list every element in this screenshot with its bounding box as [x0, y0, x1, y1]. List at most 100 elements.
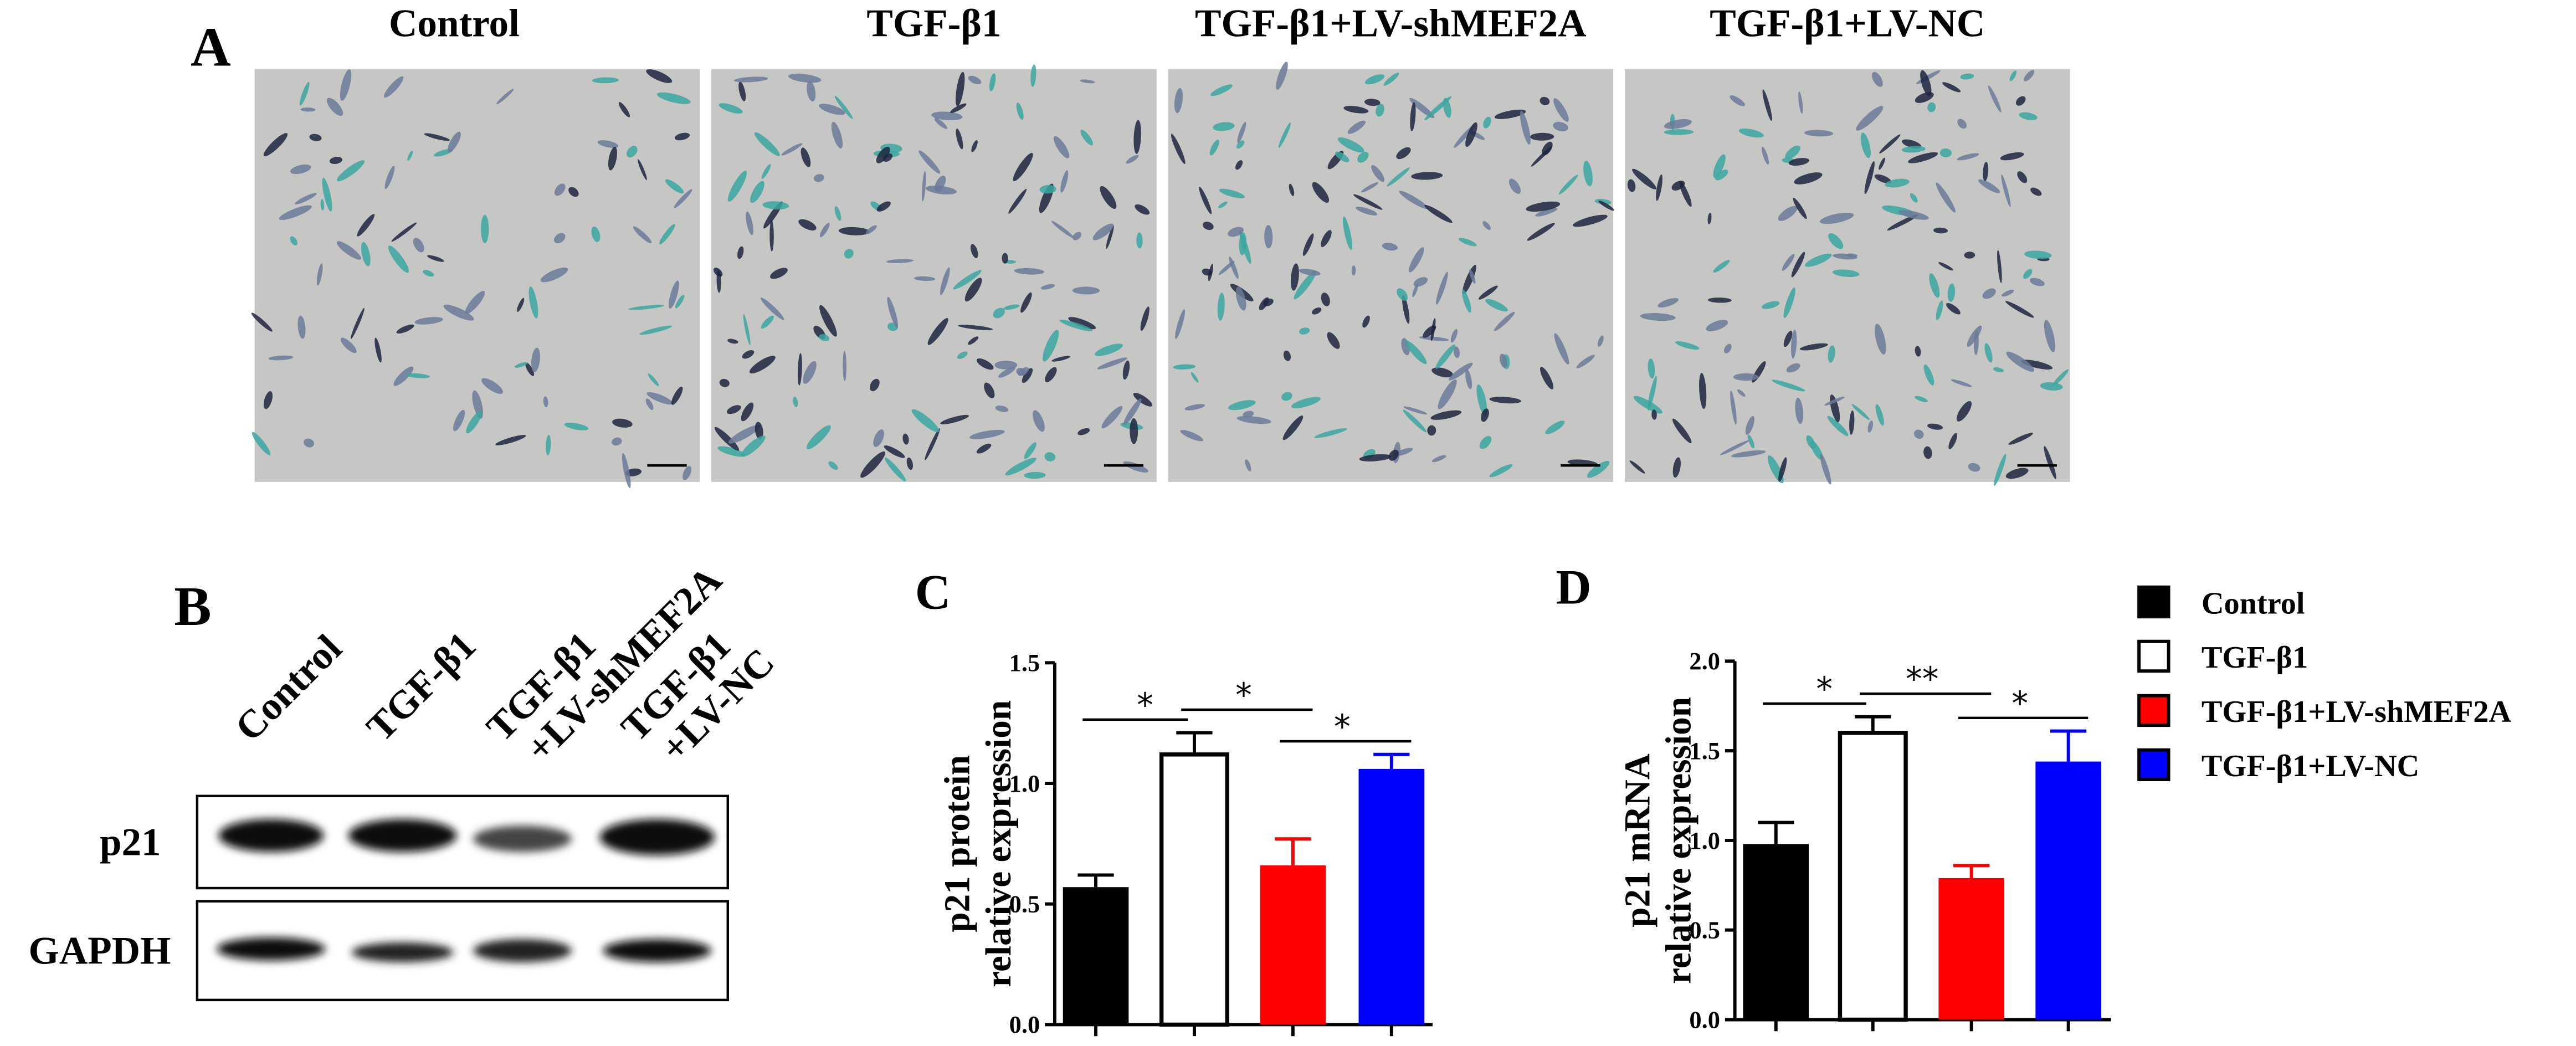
cell: [618, 102, 630, 117]
panel-label: C: [915, 565, 951, 619]
cell: [2005, 301, 2034, 318]
cell: [1494, 109, 1526, 119]
panel-label: B: [174, 575, 211, 637]
cell: [887, 296, 898, 328]
cell: [1276, 61, 1288, 90]
cell: [1707, 298, 1732, 303]
cell: [1672, 418, 1692, 443]
cell: [1008, 188, 1027, 214]
cell: [1059, 320, 1093, 332]
cell: [741, 435, 766, 457]
bar: [1743, 844, 1809, 1020]
cell: [940, 414, 969, 424]
cell: [1730, 95, 1745, 106]
cell: [1675, 341, 1700, 350]
cell: [1101, 406, 1123, 429]
cell: [726, 405, 741, 414]
cell: [2017, 171, 2028, 183]
cell: [290, 164, 311, 175]
row-label: GAPDH: [29, 930, 171, 973]
cell: [927, 318, 948, 345]
cell: [738, 81, 746, 101]
cell: [1312, 182, 1330, 203]
cell: [1097, 357, 1128, 370]
cell: [1327, 332, 1340, 349]
cell: [914, 276, 936, 281]
legend-label: TGF-β1+LV-NC: [2202, 749, 2420, 783]
cell: [1832, 269, 1860, 277]
cell: [1402, 295, 1410, 324]
y-tick-label: 1.5: [1009, 649, 1040, 676]
cell: [1080, 79, 1095, 84]
cell: [1762, 89, 1772, 121]
cell: [1411, 172, 1443, 180]
cell: [1130, 418, 1138, 444]
cell: [1762, 146, 1769, 165]
cell: [1351, 265, 1356, 276]
cell: [1397, 288, 1408, 301]
cell: [1968, 463, 1980, 472]
cell: [1820, 453, 1831, 485]
cell: [728, 425, 760, 444]
image-title: Control: [389, 2, 520, 45]
cell: [1508, 178, 1521, 194]
cell: [1915, 346, 1921, 357]
cell: [1283, 350, 1291, 361]
cell: [1209, 140, 1219, 156]
cell: [957, 351, 968, 359]
cell: [971, 140, 978, 152]
cell: [2029, 278, 2045, 286]
cell: [1024, 442, 1036, 459]
bar: [1063, 887, 1129, 1025]
cell: [819, 305, 837, 337]
lane-label: TGF-β1: [358, 624, 484, 750]
cell: [1210, 84, 1233, 96]
cell: [742, 350, 755, 359]
y-tick-label: 0.5: [1689, 916, 1720, 944]
cell: [1040, 284, 1055, 290]
cell: [1171, 134, 1186, 164]
cell: [755, 422, 763, 440]
cell: [964, 278, 982, 302]
cell: [447, 131, 461, 152]
cell: [1530, 132, 1554, 141]
cell: [645, 398, 654, 410]
cell: [1664, 129, 1694, 135]
cell: [1632, 168, 1656, 189]
cell: [1864, 161, 1875, 194]
y-tick-label: 2.0: [1689, 647, 1720, 675]
cell: [1039, 184, 1056, 194]
bar: [1838, 731, 1908, 1022]
cell: [1235, 286, 1246, 311]
cell: [1371, 165, 1385, 182]
cell: [719, 103, 743, 114]
cell: [1278, 122, 1291, 148]
cell: [2019, 112, 2038, 120]
cell: [1598, 335, 1604, 347]
cell: [806, 425, 831, 449]
cell: [1967, 325, 1982, 347]
cell: [481, 378, 503, 394]
cell: [1431, 455, 1446, 463]
band: [217, 937, 326, 961]
cell: [813, 174, 824, 182]
cell: [611, 437, 622, 446]
cell: [1583, 161, 1593, 187]
cell: [719, 378, 730, 387]
cell: [648, 373, 659, 387]
cell: [1978, 179, 2000, 193]
cell: [1745, 416, 1754, 435]
cell: [568, 187, 579, 197]
cell: [1679, 181, 1692, 207]
cell: [1051, 356, 1071, 362]
cell: [1382, 243, 1398, 251]
cell: [922, 171, 926, 202]
cell: [1783, 287, 1795, 318]
cell: [1786, 363, 1800, 373]
cell: [761, 164, 771, 179]
cell: [956, 129, 963, 150]
cell: [1942, 82, 1961, 93]
cell: [1044, 452, 1055, 462]
cell: [1938, 262, 1953, 271]
cell: [1908, 152, 1938, 163]
